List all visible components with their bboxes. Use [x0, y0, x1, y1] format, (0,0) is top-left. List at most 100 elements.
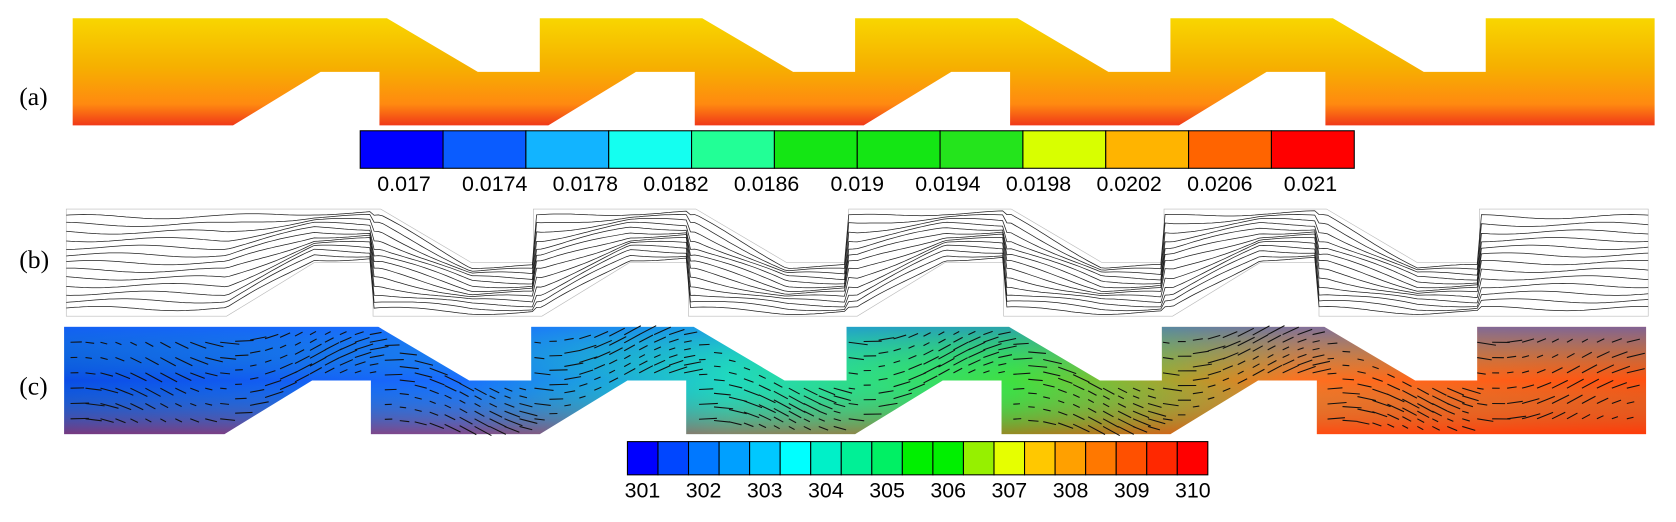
vector: [968, 341, 986, 351]
vector: [1462, 387, 1481, 395]
vector: [339, 349, 358, 359]
colorbar-cell: [773, 130, 858, 169]
vector: [1566, 394, 1583, 404]
vector: [1581, 351, 1593, 359]
colorbar-cell: [1146, 441, 1178, 476]
vector: [100, 402, 119, 409]
colorbar-cell: [1105, 130, 1190, 169]
vector: [1507, 355, 1517, 359]
colorbar-label: 302: [686, 478, 722, 502]
vector: [1102, 418, 1119, 428]
vector: [459, 391, 469, 398]
vector: [474, 425, 492, 437]
vector: [803, 403, 820, 412]
vector: [1222, 377, 1230, 382]
vector: [190, 402, 197, 407]
vector: [489, 425, 507, 435]
vector: [1387, 423, 1395, 428]
vector: [893, 392, 912, 400]
vector: [1536, 381, 1552, 389]
vector: [1596, 415, 1604, 420]
vector: [848, 372, 858, 375]
vector: [1327, 401, 1347, 405]
panel-label: (c): [19, 371, 47, 400]
vector: [668, 338, 679, 343]
vector: [190, 372, 205, 379]
vector: [788, 410, 802, 419]
vector: [369, 338, 388, 343]
streamline: [66, 237, 1649, 296]
colorbar-cell: [687, 441, 720, 476]
vector: [1312, 354, 1325, 359]
vector: [803, 387, 818, 396]
vector: [190, 357, 209, 365]
vector: [1447, 395, 1465, 404]
vector: [638, 365, 654, 374]
vector: [983, 370, 990, 374]
vector: [279, 344, 287, 349]
vector: [938, 368, 950, 376]
vector: [833, 395, 851, 402]
vector: [1357, 370, 1366, 374]
vector: [609, 359, 618, 365]
vector: [1072, 403, 1080, 408]
vector: [923, 375, 938, 384]
vector: [519, 395, 528, 399]
vector: [1028, 419, 1039, 422]
colorbar-cell: [691, 130, 775, 169]
vector: [623, 344, 636, 352]
vector: [1507, 371, 1514, 374]
vector: [1222, 387, 1231, 392]
vector: [250, 401, 269, 406]
vector: [294, 355, 310, 364]
vector: [145, 418, 152, 423]
vector: [1596, 397, 1609, 404]
vector: [908, 383, 926, 392]
vector: [1387, 373, 1395, 378]
vector: [309, 338, 317, 344]
vector: [773, 425, 780, 430]
vector: [1282, 346, 1290, 351]
vector: [998, 331, 1011, 336]
vector: [160, 418, 167, 423]
vector: [1432, 410, 1442, 417]
vector: [1327, 417, 1345, 420]
vector: [1312, 347, 1320, 351]
vector: [579, 344, 597, 352]
vector: [1267, 354, 1274, 359]
vector: [309, 343, 322, 351]
colorbar-label: 0.0194: [915, 172, 980, 196]
vector: [429, 378, 445, 386]
vector: [250, 377, 259, 380]
vector: [908, 345, 915, 349]
vector: [175, 341, 189, 349]
vector: [1372, 411, 1388, 418]
vector: [1521, 370, 1530, 374]
vector: [579, 383, 588, 387]
vector: [1372, 366, 1379, 370]
vector: [399, 352, 417, 356]
vector: [564, 349, 580, 354]
vector: [1237, 360, 1246, 366]
vector: [549, 383, 569, 386]
vector: [1357, 358, 1364, 361]
colorbar-cell: [525, 130, 610, 169]
vector: [908, 355, 917, 360]
vector: [878, 337, 895, 341]
vector: [1596, 351, 1610, 359]
colorbar-cell: [1054, 441, 1087, 476]
vector: [923, 342, 930, 347]
vector: [414, 384, 427, 389]
vector: [324, 342, 340, 351]
vector: [1402, 381, 1412, 387]
vector: [773, 399, 792, 410]
vector: [668, 347, 676, 351]
vector: [1237, 348, 1251, 356]
colorbar-cell: [626, 441, 659, 476]
vector: [758, 413, 772, 421]
vector: [1102, 403, 1110, 408]
streamline: [66, 248, 1649, 308]
vector: [594, 351, 611, 360]
vector: [175, 372, 192, 382]
vector: [1252, 325, 1270, 336]
